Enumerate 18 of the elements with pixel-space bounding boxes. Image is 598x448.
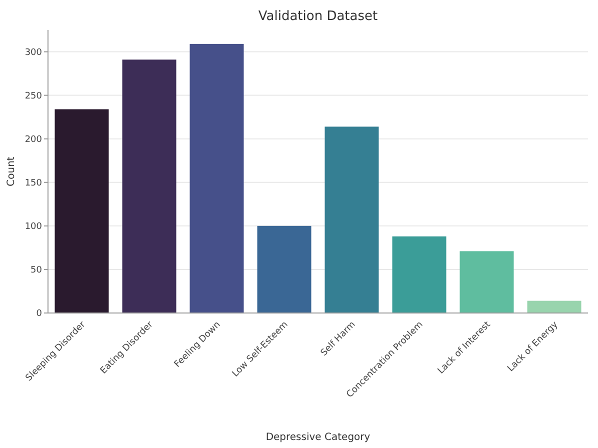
bar xyxy=(392,236,446,313)
bar xyxy=(257,226,312,313)
bar xyxy=(527,300,582,313)
y-tick-label: 150 xyxy=(24,178,42,189)
bar xyxy=(122,60,176,313)
x-axis-title: Depressive Category xyxy=(266,432,370,443)
y-axis-title: Count xyxy=(6,156,17,186)
y-tick-label: 100 xyxy=(24,222,42,232)
bar xyxy=(460,251,514,313)
bar xyxy=(54,109,109,313)
bar xyxy=(324,126,379,313)
y-tick-label: 250 xyxy=(24,91,42,102)
y-tick-label: 300 xyxy=(24,48,42,58)
bar xyxy=(190,44,244,313)
y-tick-label: 50 xyxy=(30,266,42,276)
chart-title: Validation Dataset xyxy=(258,9,378,24)
y-tick-label: 200 xyxy=(24,134,42,145)
y-tick-label: 0 xyxy=(36,309,42,320)
